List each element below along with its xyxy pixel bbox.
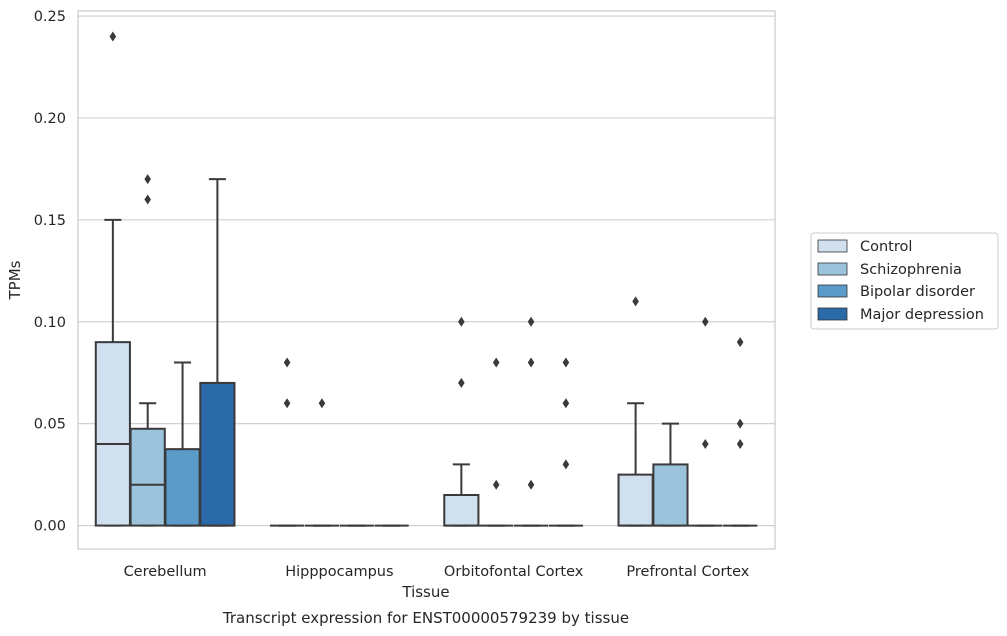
legend-label-control: Control xyxy=(860,239,912,255)
legend-swatch-bipolar xyxy=(817,284,848,298)
outlier-point xyxy=(144,194,151,205)
box-body xyxy=(199,381,236,527)
x-axis: Cerebellum Hipppocampus Orbitofontal Corte… xyxy=(124,564,750,580)
outlier-point xyxy=(527,357,535,368)
y-tick-label: 0.00 xyxy=(34,519,66,535)
x-axis-label: Tissue xyxy=(401,583,449,601)
y-tick-label: 0.25 xyxy=(34,9,66,25)
box-body xyxy=(129,427,166,527)
outlier-point xyxy=(562,357,570,368)
box-body xyxy=(94,341,131,527)
box-3-0 xyxy=(617,402,654,527)
outlier-point xyxy=(527,479,535,490)
legend-label-major-depression: Major depression xyxy=(860,307,984,323)
boxes xyxy=(94,178,758,527)
x-tick-label: Prefrontal Cortex xyxy=(626,564,749,580)
box-0-1 xyxy=(129,402,166,527)
outlier-point xyxy=(736,337,744,348)
legend-swatch-control xyxy=(817,239,848,253)
y-tick-label: 0.05 xyxy=(34,417,66,433)
box-2-0 xyxy=(443,463,480,527)
outliers xyxy=(109,31,744,490)
outlier-point xyxy=(492,357,500,368)
outlier-point xyxy=(458,316,465,327)
box-body xyxy=(164,448,201,527)
x-tick-label: Hipppocampus xyxy=(285,564,393,580)
outlier-point xyxy=(318,398,326,409)
legend-swatch-major-depression xyxy=(817,307,848,321)
legend-label-schizophrenia: Schizophrenia xyxy=(860,262,962,278)
y-axis: 0.00 0.05 0.10 0.15 0.20 0.25 xyxy=(34,9,66,534)
outlier-point xyxy=(458,377,465,388)
outlier-point xyxy=(702,439,709,450)
y-axis-label: TPMs xyxy=(6,260,24,300)
outlier-point xyxy=(702,316,709,327)
outlier-point xyxy=(109,31,117,42)
outlier-point xyxy=(283,357,291,368)
x-tick-label: Orbitofontal Cortex xyxy=(444,564,584,580)
box-body xyxy=(443,493,480,527)
outlier-point xyxy=(632,296,639,307)
plot-frame xyxy=(77,10,776,550)
box-0-3 xyxy=(199,178,236,527)
outlier-point xyxy=(736,418,744,429)
outlier-point xyxy=(283,398,291,409)
legend-frame xyxy=(810,232,999,330)
box-3-1 xyxy=(652,422,689,527)
y-tick-label: 0.20 xyxy=(34,111,66,127)
chart-title: Transcript expression for ENST0000057923… xyxy=(222,609,629,627)
outlier-point xyxy=(527,316,535,327)
outlier-point xyxy=(562,398,570,409)
y-tick-label: 0.10 xyxy=(34,315,66,331)
box-body xyxy=(617,473,654,527)
legend: Control Schizophrenia Bipolar disorder M… xyxy=(810,232,999,330)
legend-label-bipolar: Bipolar disorder xyxy=(860,284,975,300)
outlier-point xyxy=(736,439,744,450)
outlier-point xyxy=(492,479,500,490)
x-tick-label: Cerebellum xyxy=(124,564,207,580)
outlier-point xyxy=(144,174,151,185)
y-tick-label: 0.15 xyxy=(34,213,66,229)
box-body xyxy=(652,463,689,527)
outlier-point xyxy=(562,459,570,470)
legend-swatch-schizophrenia xyxy=(817,262,848,276)
